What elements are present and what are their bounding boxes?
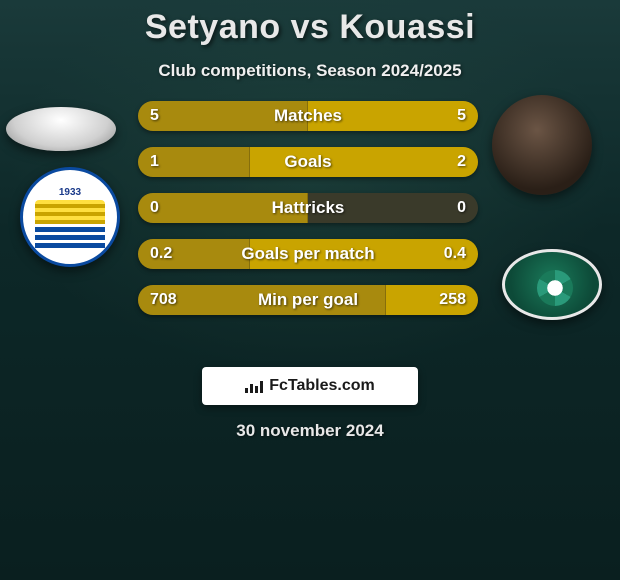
stat-label: Min per goal — [138, 285, 478, 315]
club-left-stripes — [35, 200, 105, 224]
subtitle: Club competitions, Season 2024/2025 — [0, 61, 620, 81]
chart-icon — [245, 379, 263, 393]
footer-date: 30 november 2024 — [0, 421, 620, 441]
site-name: FcTables.com — [269, 377, 375, 395]
stat-row: 0.20.4Goals per match — [138, 239, 478, 269]
player-right-avatar — [492, 95, 592, 195]
stat-label: Goals — [138, 147, 478, 177]
club-left-year: 1933 — [59, 187, 81, 198]
player-left-avatar — [6, 107, 116, 151]
site-badge: FcTables.com — [202, 367, 418, 405]
stat-label: Matches — [138, 101, 478, 131]
club-right-badge — [502, 249, 602, 320]
stat-bars: 55Matches 12Goals 00Hattricks 0.20.4Goals p… — [138, 101, 478, 331]
stat-row: 708258Min per goal — [138, 285, 478, 315]
page-title: Setyano vs Kouassi — [0, 0, 620, 47]
club-left-waves — [35, 224, 105, 248]
stat-row: 00Hattricks — [138, 193, 478, 223]
stat-label: Hattricks — [138, 193, 478, 223]
club-left-badge: 1933 — [20, 167, 120, 267]
stats-area: 1933 55Matches12Goals00Hattricks0.20.4Go… — [0, 109, 620, 349]
stat-label: Goals per match — [138, 239, 478, 269]
stat-row: 55Matches — [138, 101, 478, 131]
stat-row: 12Goals — [138, 147, 478, 177]
